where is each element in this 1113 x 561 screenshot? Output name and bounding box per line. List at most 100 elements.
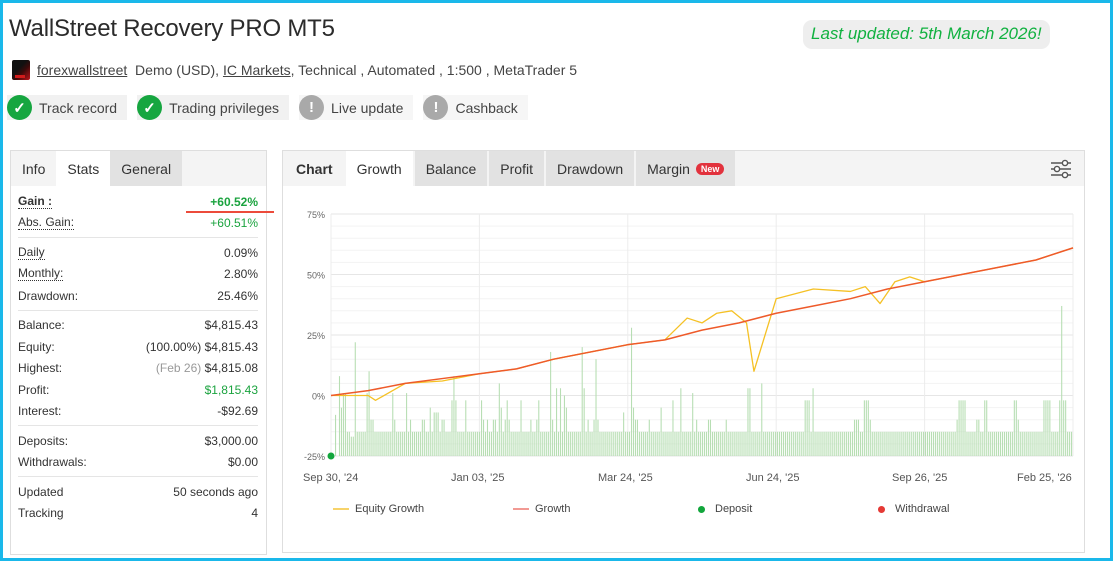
stats-body: Gain : +60.52% Abs. Gain: +60.51% Daily … (11, 186, 266, 524)
dot-swatch-icon (698, 505, 705, 513)
tab-margin[interactable]: Margin New (636, 151, 736, 186)
exclamation-circle-icon: ! (299, 95, 325, 120)
stat-value: $4,815.43 (204, 318, 258, 333)
stat-gain: Gain : +60.52% (18, 191, 258, 213)
stat-withdrawals: Withdrawals: $0.00 (18, 452, 258, 474)
legend-deposit[interactable]: Deposit (698, 503, 752, 515)
x-tick: Mar 24, '25 (598, 472, 653, 484)
stat-updated: Updated 50 seconds ago (18, 481, 258, 503)
divider (18, 476, 258, 477)
stat-drawdown: Drawdown: 25.46% (18, 285, 258, 307)
chart-legend: Equity Growth Growth Deposit Withdrawal (283, 503, 1084, 519)
x-tick: Feb 25, '26 (1017, 472, 1072, 484)
stat-note: (100.00%) (145, 339, 202, 354)
stat-label: Drawdown: (18, 288, 79, 303)
account-type: Demo (USD), (135, 62, 220, 78)
stat-label: Updated (18, 484, 64, 499)
exclamation-circle-icon: ! (423, 95, 449, 120)
legend-growth[interactable]: Growth (513, 503, 570, 515)
legend-equity-growth[interactable]: Equity Growth (333, 503, 424, 515)
sliders-icon[interactable] (1050, 159, 1072, 179)
stat-interest: Interest: -$92.69 (18, 401, 258, 423)
page-title: WallStreet Recovery PRO MT5 (9, 15, 335, 42)
check-circle-icon: ✓ (137, 95, 163, 120)
stat-deposits: Deposits: $3,000.00 (18, 430, 258, 452)
tab-drawdown[interactable]: Drawdown (545, 151, 635, 186)
stat-label: Highest: (18, 361, 63, 376)
stat-label: Withdrawals: (18, 455, 87, 470)
divider (18, 425, 258, 426)
divider (18, 237, 258, 238)
stat-label: Interest: (18, 404, 62, 419)
verification-badges: ✓ Track record ✓ Trading privileges ! Li… (7, 95, 528, 120)
stat-label: Profit: (18, 382, 50, 397)
stat-value: $0.00 (227, 455, 258, 470)
stat-label[interactable]: Abs. Gain: (18, 215, 75, 231)
legend-withdrawal[interactable]: Withdrawal (878, 503, 949, 515)
growth-chart[interactable]: 75% 50% 25% 0% -25% (283, 186, 1084, 486)
stat-value: $3,000.00 (204, 433, 258, 448)
dot-swatch-icon (878, 505, 885, 513)
tab-stats[interactable]: Stats (56, 151, 111, 186)
badge-cashback[interactable]: ! Cashback (423, 95, 528, 120)
new-pill-badge: New (695, 162, 725, 175)
stats-panel: Info Stats General Gain : +60.52% Abs. G… (10, 150, 267, 555)
svg-text:50%: 50% (307, 271, 325, 281)
x-tick: Jan 03, '25 (451, 472, 505, 484)
system-meta-row: forexwallstreet Demo (USD), IC Markets ,… (12, 59, 577, 81)
check-circle-icon: ✓ (7, 95, 32, 120)
badge-track-record[interactable]: ✓ Track record (7, 95, 128, 120)
stats-tabbar: Info Stats General (11, 151, 266, 186)
tab-info[interactable]: Info (22, 160, 46, 177)
divider (18, 309, 258, 311)
x-tick: Sep 30, '24 (303, 472, 359, 484)
badge-label: Track record (39, 99, 118, 116)
stat-label: Tracking (18, 506, 64, 521)
author-link[interactable]: forexwallstreet (37, 62, 128, 78)
tab-profit[interactable]: Profit (489, 151, 544, 186)
gain-highlight-underline (186, 211, 274, 213)
badge-trading-privileges[interactable]: ✓ Trading privileges (137, 95, 290, 120)
author-avatar[interactable] (12, 60, 30, 80)
badge-label: Live update (331, 99, 404, 116)
stat-highest: Highest: (Feb 26) $4,815.08 (18, 358, 258, 380)
stat-value: 25.46% (217, 288, 258, 303)
line-swatch-icon (333, 508, 349, 510)
tab-margin-label: Margin (647, 160, 690, 177)
x-tick: Jun 24, '25 (746, 472, 800, 484)
tab-general[interactable]: General (110, 151, 183, 186)
stat-label[interactable]: Monthly: (18, 266, 64, 282)
stat-label: Balance: (18, 318, 65, 333)
tab-balance[interactable]: Balance (414, 151, 488, 186)
stat-label[interactable]: Daily (18, 244, 45, 260)
stat-value: -$92.69 (217, 404, 258, 419)
stat-value: $4,815.08 (204, 361, 258, 376)
stat-value: 0.09% (223, 245, 258, 260)
badge-label: Cashback (455, 99, 518, 116)
badge-label: Trading privileges (169, 99, 280, 116)
stat-label: Equity: (18, 339, 55, 354)
stat-label[interactable]: Gain : (18, 193, 53, 209)
last-updated-badge: Last updated: 5th March 2026! (803, 20, 1050, 49)
badge-live-update[interactable]: ! Live update (299, 95, 414, 120)
stat-value: 4 (251, 506, 258, 521)
chart-tabbar: Chart Growth Balance Profit Drawdown Mar… (283, 151, 1084, 186)
stat-balance: Balance: $4,815.43 (18, 315, 258, 337)
stat-label: Deposits: (18, 433, 69, 448)
svg-text:25%: 25% (307, 331, 325, 341)
stat-value: +60.51% (210, 216, 258, 231)
system-tags: , Technical , Automated , 1:500 , MetaTr… (290, 62, 578, 78)
chart-panel: Chart Growth Balance Profit Drawdown Mar… (282, 150, 1085, 553)
svg-text:-25%: -25% (304, 452, 325, 462)
tab-growth[interactable]: Growth (345, 151, 413, 186)
stat-profit: Profit: $1,815.43 (18, 379, 258, 401)
stat-tracking: Tracking 4 (18, 503, 258, 525)
broker-link[interactable]: IC Markets (222, 62, 291, 78)
stat-equity: Equity: (100.00%) $4,815.43 (18, 336, 258, 358)
x-tick: Sep 26, '25 (892, 472, 948, 484)
chart-tab-label: Chart (296, 160, 333, 177)
stat-note: (Feb 26) (155, 361, 202, 376)
stat-monthly: Monthly: 2.80% (18, 264, 258, 286)
stat-value: 50 seconds ago (173, 484, 258, 499)
stat-value: $4,815.43 (204, 339, 258, 354)
